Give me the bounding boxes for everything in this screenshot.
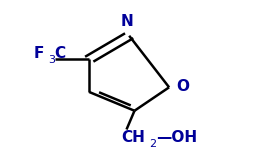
Text: C: C	[55, 46, 66, 61]
Text: O: O	[176, 79, 189, 94]
Text: CH: CH	[121, 130, 145, 145]
Text: 2: 2	[149, 138, 156, 149]
Text: F: F	[34, 46, 44, 61]
Text: N: N	[120, 14, 133, 29]
Text: 3: 3	[48, 55, 55, 65]
Text: —OH: —OH	[156, 130, 197, 145]
